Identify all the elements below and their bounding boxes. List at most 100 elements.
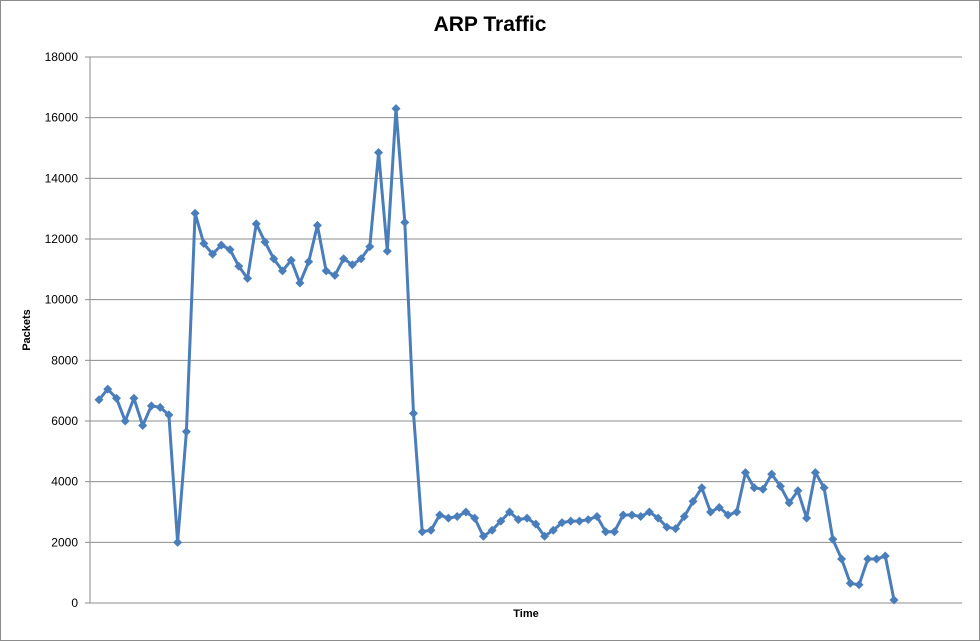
data-point (513, 515, 523, 525)
data-point (828, 534, 838, 544)
data-point (286, 255, 296, 265)
data-point (443, 513, 453, 523)
data-point (837, 554, 847, 564)
data-point (872, 554, 882, 564)
data-point (784, 498, 794, 508)
data-point (802, 513, 812, 523)
data-point (452, 512, 462, 522)
data-point (347, 260, 357, 270)
data-point (146, 401, 156, 411)
data-point (409, 408, 419, 418)
data-point (566, 516, 576, 526)
y-tick-label: 12000 (45, 232, 79, 246)
x-axis-title: Time (513, 608, 539, 620)
data-point (618, 510, 628, 520)
data-point (277, 266, 287, 276)
data-point (522, 513, 532, 523)
data-point (243, 273, 253, 283)
data-point (767, 469, 777, 479)
data-point (706, 507, 716, 517)
data-point (374, 148, 384, 158)
data-point (94, 395, 104, 405)
data-point (400, 217, 410, 227)
data-point (723, 510, 733, 520)
data-point (845, 578, 855, 588)
data-point (749, 483, 759, 493)
data-point (627, 510, 637, 520)
data-point (653, 513, 663, 523)
data-point (714, 502, 724, 512)
chart-title: ARP Traffic (433, 13, 547, 36)
data-point (129, 393, 139, 403)
data-point (312, 220, 322, 230)
data-point (505, 507, 515, 517)
data-point (356, 254, 366, 264)
data-point (810, 468, 820, 478)
data-point (382, 246, 392, 256)
data-point (496, 516, 506, 526)
data-point (557, 518, 567, 528)
data-point (426, 525, 436, 535)
data-point (199, 239, 209, 249)
y-tick-label: 10000 (45, 293, 79, 307)
y-tick-label: 8000 (51, 353, 78, 367)
data-point (636, 512, 646, 522)
data-point (339, 254, 349, 264)
data-point (758, 484, 768, 494)
data-point (854, 580, 864, 590)
data-point (173, 537, 183, 547)
data-point (164, 410, 174, 420)
data-point (111, 393, 121, 403)
data-point (775, 481, 785, 491)
y-tick-label: 16000 (45, 111, 79, 125)
data-point (138, 421, 148, 431)
data-point (330, 270, 340, 280)
data-point (365, 242, 375, 252)
data-point (461, 507, 471, 517)
data-point (391, 104, 401, 114)
data-point (487, 525, 497, 535)
data-point (697, 483, 707, 493)
data-point (671, 524, 681, 534)
data-point (216, 240, 226, 250)
data-point (732, 507, 742, 517)
data-point (190, 208, 200, 218)
data-point (417, 527, 427, 537)
data-point (478, 531, 488, 541)
y-tick-label: 14000 (45, 171, 79, 185)
data-point (269, 254, 279, 264)
data-point (688, 496, 698, 506)
y-tick-label: 2000 (51, 535, 78, 549)
data-point (609, 527, 619, 537)
data-point (662, 522, 672, 532)
data-point (155, 402, 165, 412)
data-point (548, 525, 558, 535)
data-point (304, 257, 314, 267)
y-tick-label: 6000 (51, 414, 78, 428)
data-point (321, 266, 331, 276)
data-point (592, 512, 602, 522)
data-point (181, 427, 191, 437)
data-point (644, 507, 654, 517)
data-point (601, 527, 611, 537)
data-point (531, 519, 541, 529)
data-point (120, 416, 130, 426)
data-point (679, 512, 689, 522)
data-point (103, 384, 113, 394)
data-point (574, 516, 584, 526)
data-point (234, 261, 244, 271)
data-point (740, 468, 750, 478)
data-point (470, 513, 480, 523)
y-tick-label: 4000 (51, 475, 78, 489)
data-point (793, 486, 803, 496)
data-point (260, 237, 270, 247)
data-point (880, 551, 890, 561)
data-point (863, 554, 873, 564)
data-point (819, 483, 829, 493)
data-point (251, 219, 261, 229)
data-point (225, 245, 235, 255)
data-point (208, 249, 218, 259)
series-line (97, 107, 896, 601)
